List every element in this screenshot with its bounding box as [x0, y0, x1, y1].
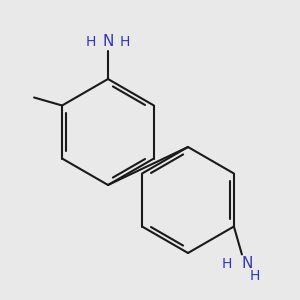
Text: H: H: [221, 256, 232, 271]
Text: N: N: [102, 34, 114, 49]
Text: H: H: [85, 35, 96, 49]
Text: H: H: [250, 268, 260, 283]
Text: N: N: [242, 256, 253, 272]
Text: H: H: [120, 35, 130, 49]
